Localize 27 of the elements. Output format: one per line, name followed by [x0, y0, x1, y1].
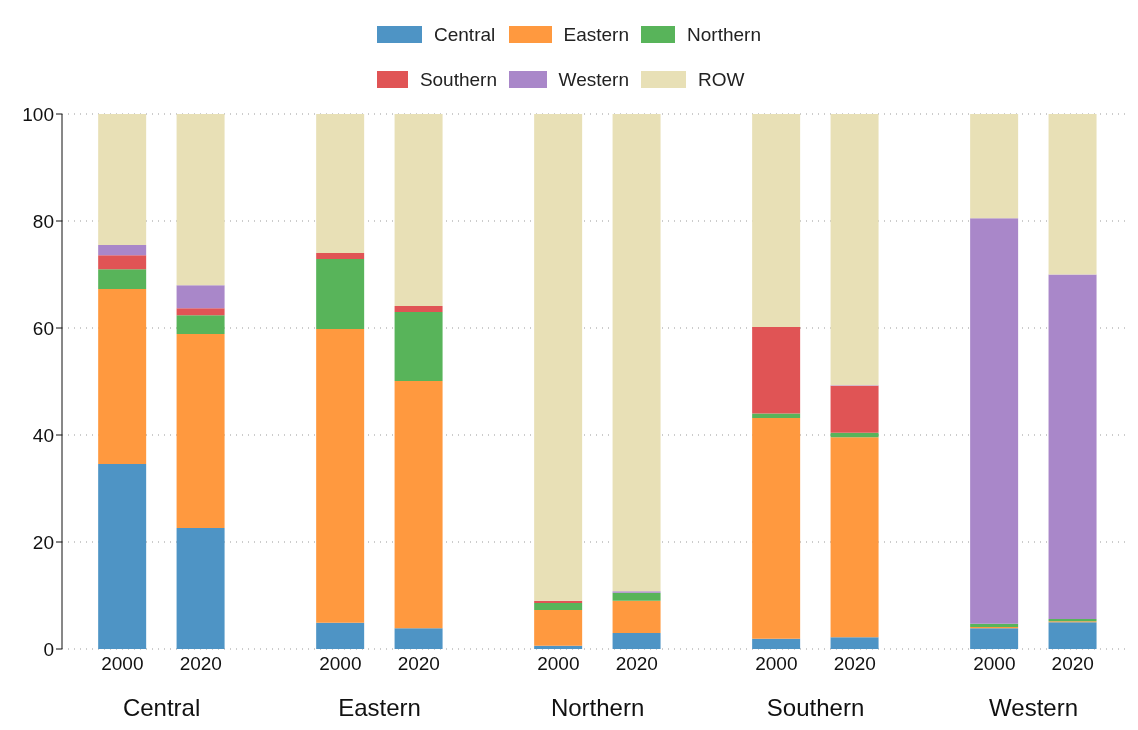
y-tick-label: 100 — [22, 103, 54, 125]
text: Southern — [765, 694, 866, 722]
x-tick-label: 2000 — [755, 653, 798, 675]
legend-label: Western — [558, 68, 629, 91]
text: Central — [121, 694, 202, 722]
x-tick-label: 2020 — [397, 653, 440, 675]
legend-label: Northern — [687, 23, 761, 46]
text: Western — [988, 694, 1079, 722]
text: Eastern — [337, 694, 422, 722]
y-tick-label: 40 — [32, 424, 54, 446]
legend-label: Southern — [419, 68, 497, 91]
y-tick-label: 20 — [32, 531, 54, 553]
y-tick-label: 0 — [43, 638, 54, 660]
x-tick-label: 2020 — [615, 653, 658, 675]
text: Northern — [549, 694, 646, 722]
x-tick-label: 2020 — [833, 653, 876, 675]
x-tick-label: 2000 — [101, 653, 144, 675]
x-tick-label: 2020 — [1051, 653, 1094, 675]
x-tick-label: 2000 — [537, 653, 580, 675]
legend-label: ROW — [698, 68, 745, 91]
x-tick-label: 2000 — [973, 653, 1016, 675]
y-tick-label: 60 — [32, 317, 54, 339]
legend-label: Central — [434, 23, 496, 46]
x-tick-label: 2000 — [319, 653, 362, 675]
y-tick-label: 80 — [32, 210, 54, 232]
legend-label: Eastern — [563, 23, 629, 46]
x-tick-label: 2020 — [179, 653, 222, 675]
